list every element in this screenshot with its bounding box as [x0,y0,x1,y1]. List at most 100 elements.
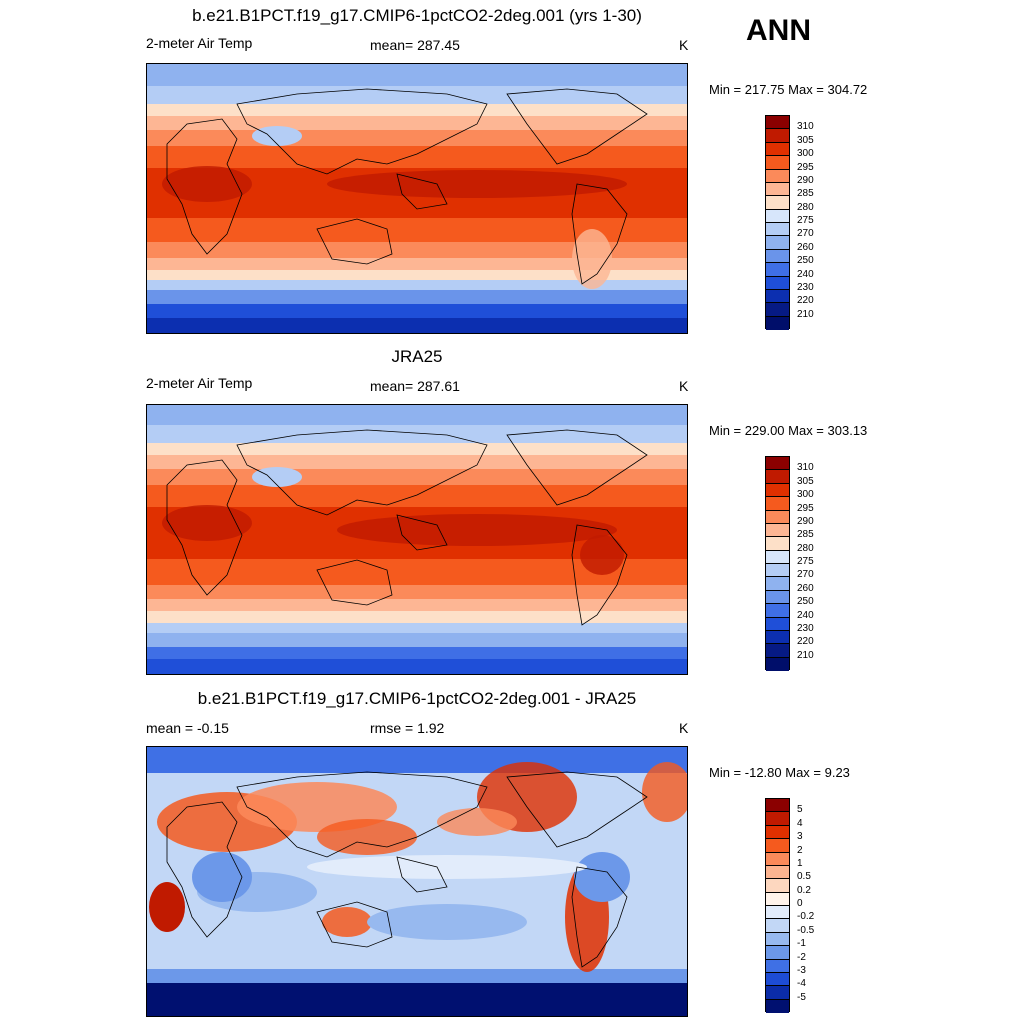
colorbar-tick-label: 0.2 [797,884,811,896]
colorbar-swatch [766,303,789,317]
colorbar-swatch [766,812,789,826]
colorbar-tick-label: 280 [797,201,814,213]
colorbar-swatch [766,457,789,471]
colorbar-swatch [766,604,789,618]
colorbar-tick-label: -2 [797,951,806,963]
colorbar-tick-label: 5 [797,804,803,816]
colorbar-swatch [766,839,789,853]
colorbar-tick-label: 310 [797,462,814,474]
colorbar-tick-label: 290 [797,174,814,186]
colorbar-swatch [766,999,789,1013]
panel3-title: b.e21.B1PCT.f19_g17.CMIP6-1pctCO2-2deg.0… [197,689,637,708]
colorbar-tick-label: 310 [797,121,814,133]
colorbar-swatch [766,129,789,143]
colorbar-swatch [766,865,789,880]
colorbar-tick-label: 3 [797,831,803,843]
colorbar-swatch [766,906,789,920]
colorbar-swatch [766,223,789,237]
panel3-map-svg [147,747,687,1016]
colorbar-swatch [766,263,789,277]
colorbar-swatch [766,249,789,264]
panel1-units: K [679,37,689,53]
colorbar-tick-label: 305 [797,475,814,487]
colorbar-swatch [766,289,789,304]
colorbar-tick-label: -4 [797,978,806,990]
colorbar-swatch [766,577,789,591]
colorbar-tick-label: 285 [797,529,814,541]
colorbar-swatch [766,483,789,498]
colorbar-tick-label: 230 [797,281,814,293]
colorbar-tick-label: 270 [797,228,814,240]
colorbar-tick-label: 240 [797,609,814,621]
panel3-mean: mean = -0.15 [146,720,229,736]
colorbar-tick-label: -1 [797,938,806,950]
colorbar-tick-label: 275 [797,215,814,226]
season-label: ANN [746,14,811,47]
colorbar-swatch [766,470,789,484]
colorbar-tick-label: 290 [797,515,814,527]
colorbar-swatch [766,879,789,893]
panel3-rmse: rmse = 1.92 [370,720,445,736]
colorbar-swatch [766,169,789,183]
colorbar-swatch [766,182,789,197]
colorbar-swatch [766,142,789,157]
colorbar-swatch [766,116,789,130]
panel2-mean: mean= 287.61 [370,378,460,394]
colorbar-tick-label: 220 [797,636,814,648]
colorbar-swatch [766,236,789,250]
panel2-title: JRA25 [391,347,443,366]
colorbar-tick-label: -0.2 [797,911,815,923]
colorbar-tick-label: -5 [797,991,806,1003]
colorbar-tick-label: 0 [797,898,803,909]
colorbar-swatch [766,972,789,987]
panel2-colorbar [765,456,790,671]
panel1-minmax: Min = 217.75 Max = 304.72 [709,82,868,97]
colorbar-swatch [766,510,789,524]
panel1-map-svg [147,64,687,333]
panel2-minmax: Min = 229.00 Max = 303.13 [709,423,868,438]
colorbar-swatch [766,946,789,960]
panel2-variable: 2-meter Air Temp [146,375,253,391]
colorbar-tick-label: 295 [797,161,814,173]
colorbar-swatch [766,156,789,170]
colorbar-tick-label: 300 [797,489,814,501]
colorbar-swatch [766,617,789,631]
panel3-units: K [679,720,689,736]
colorbar-tick-label: 275 [797,556,814,567]
colorbar-tick-label: 0.5 [797,871,811,883]
colorbar-tick-label: 210 [797,308,814,320]
colorbar-swatch [766,825,789,840]
panel3-colorbar [765,798,790,1013]
colorbar-swatch [766,919,789,933]
colorbar-swatch [766,209,789,223]
panel1-mean: mean= 287.45 [370,37,460,53]
colorbar-tick-label: 280 [797,542,814,554]
colorbar-swatch [766,497,789,511]
colorbar-tick-label: 230 [797,622,814,634]
colorbar-swatch [766,644,789,658]
colorbar-swatch [766,892,789,906]
colorbar-tick-label: 250 [797,255,814,267]
panel1-colorbar [765,115,790,330]
colorbar-tick-label: 4 [797,817,803,829]
colorbar-tick-label: 295 [797,502,814,514]
colorbar-swatch [766,590,789,605]
colorbar-swatch [766,630,789,645]
colorbar-swatch [766,657,789,671]
colorbar-tick-label: 210 [797,649,814,661]
panel3-minmax: Min = -12.80 Max = 9.23 [709,765,850,780]
colorbar-tick-label: 285 [797,188,814,200]
colorbar-swatch [766,316,789,330]
colorbar-tick-label: 2 [797,844,803,856]
panel1-variable: 2-meter Air Temp [146,35,253,51]
colorbar-swatch [766,986,789,1000]
colorbar-swatch [766,932,789,947]
panel1-title: b.e21.B1PCT.f19_g17.CMIP6-1pctCO2-2deg.0… [192,6,642,25]
colorbar-swatch [766,523,789,538]
colorbar-swatch [766,564,789,578]
panel2-map [146,404,688,675]
colorbar-tick-label: 240 [797,268,814,280]
colorbar-swatch [766,550,789,564]
colorbar-swatch [766,196,789,210]
colorbar-tick-label: 1 [797,857,803,869]
